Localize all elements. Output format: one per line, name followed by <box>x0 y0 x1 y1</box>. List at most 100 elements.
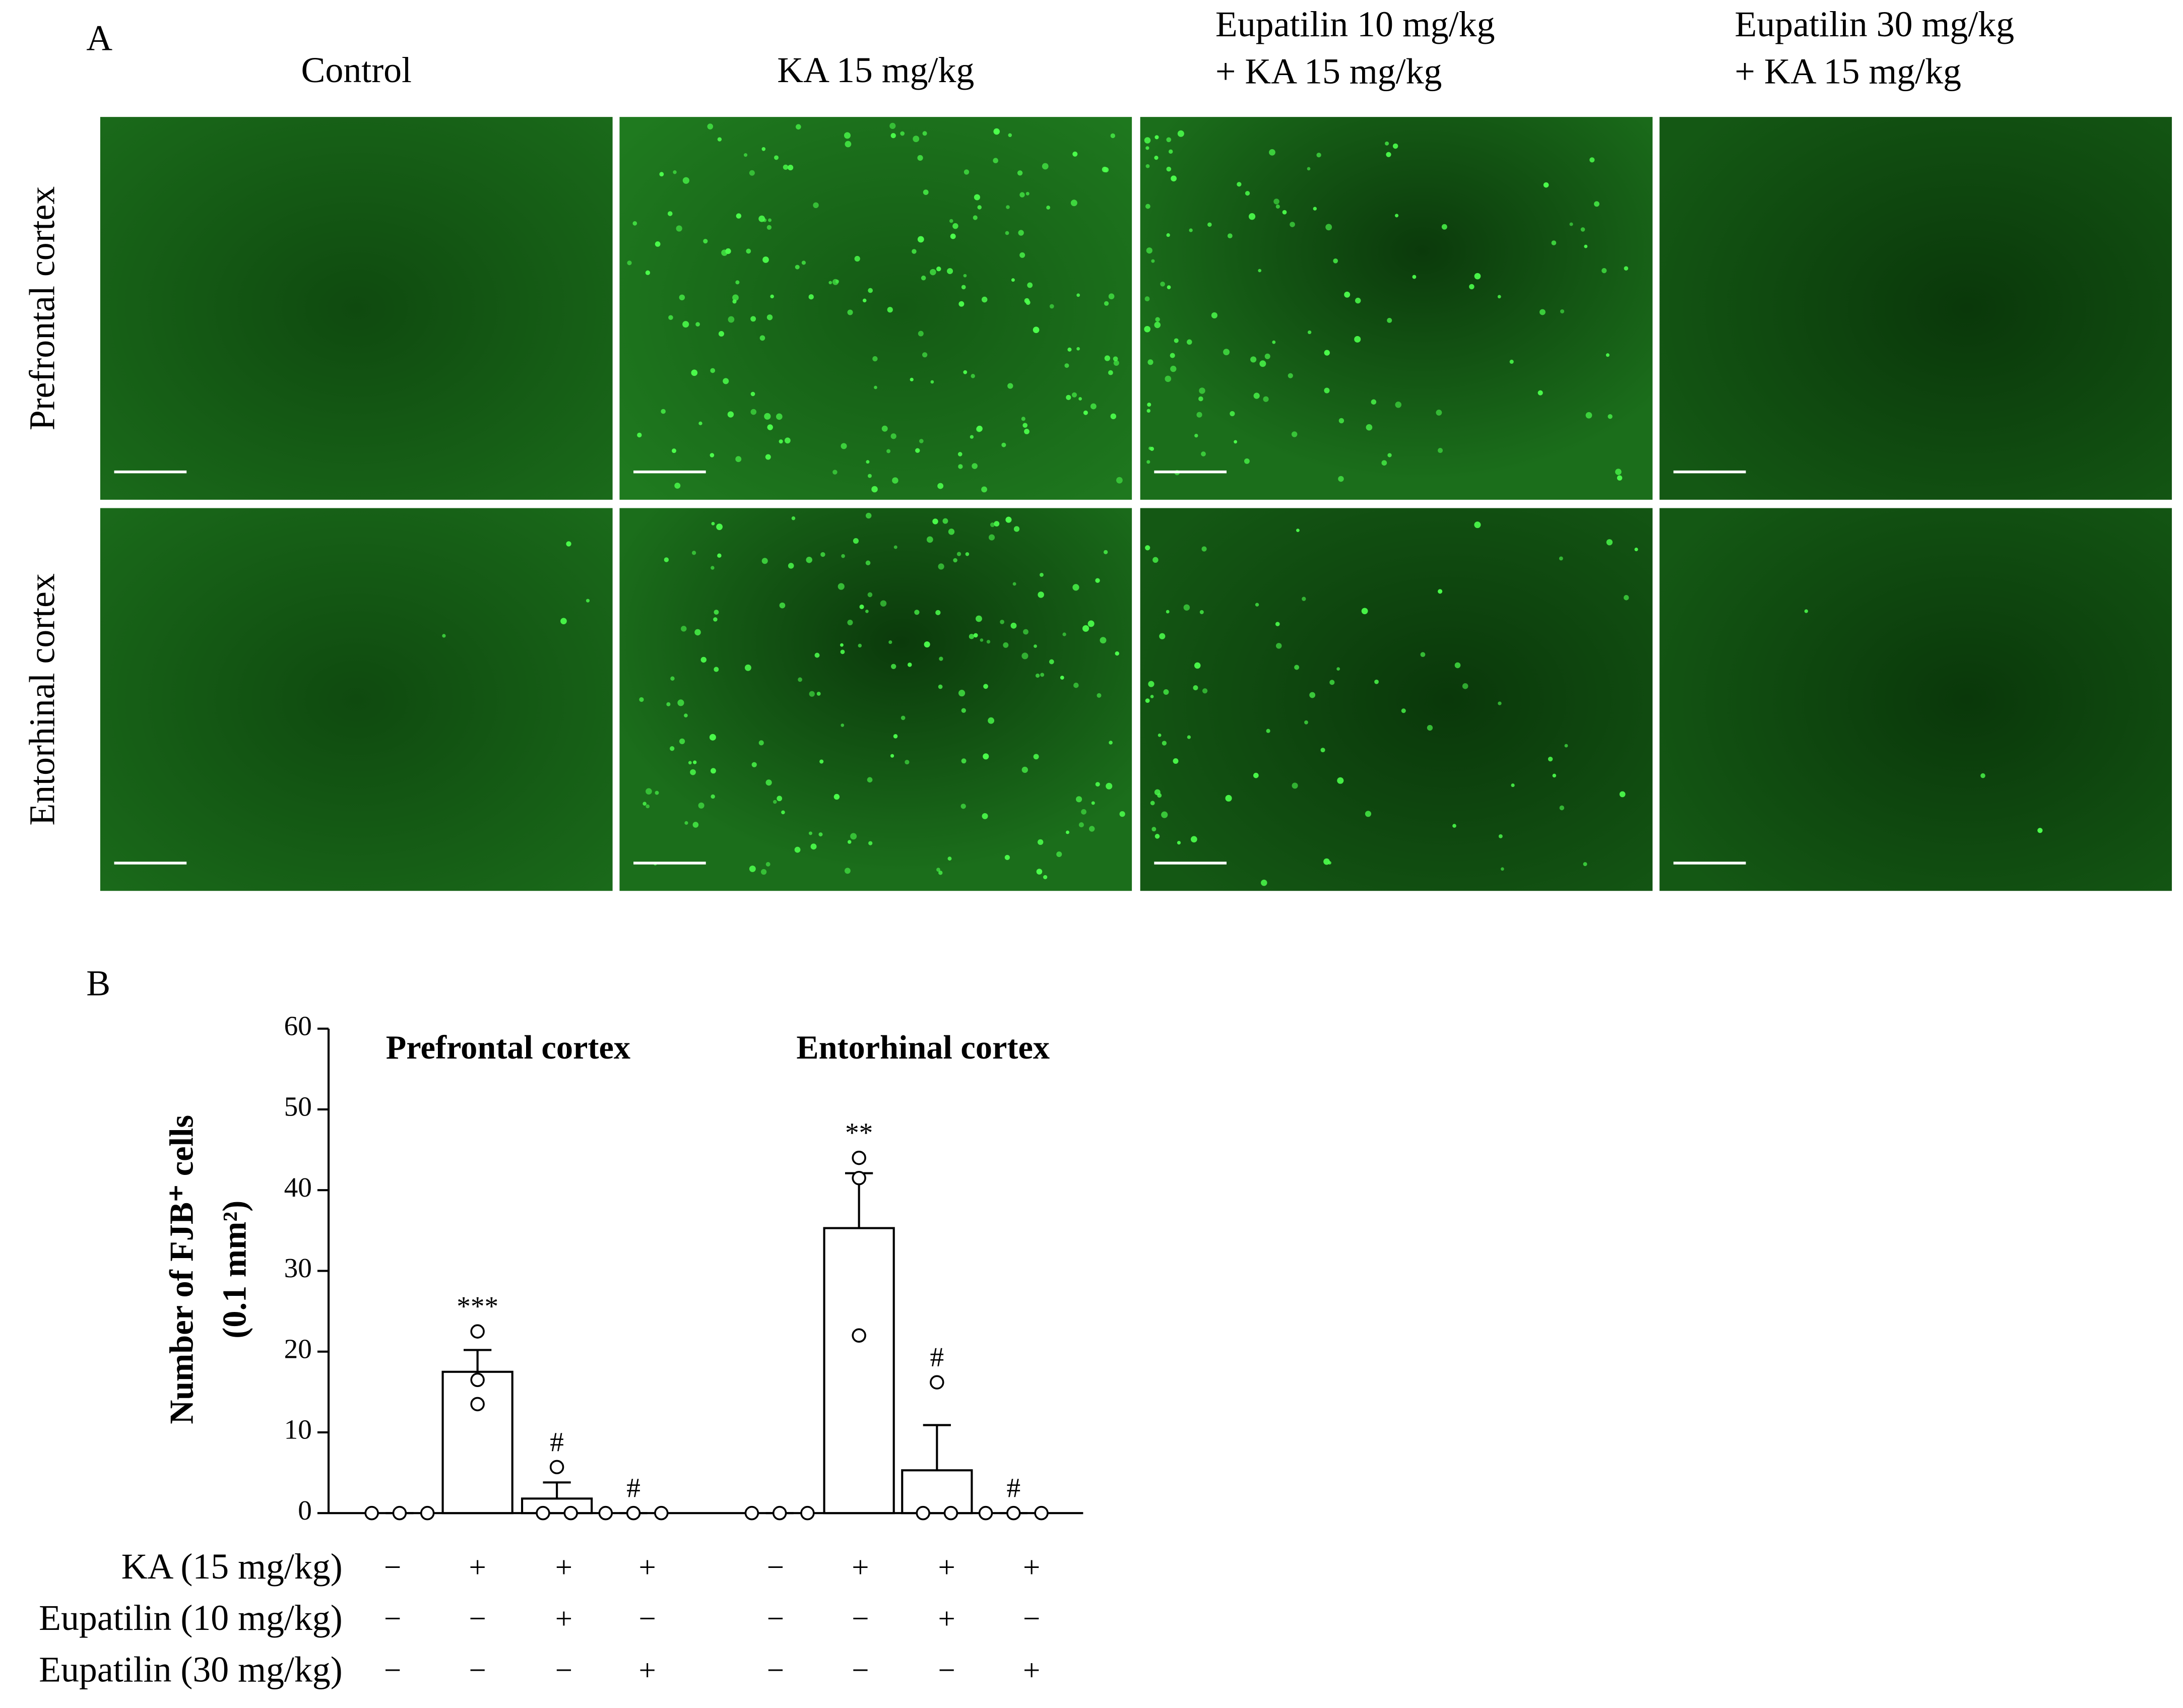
cell-speckle <box>880 600 887 607</box>
cell-speckle <box>1304 720 1308 725</box>
cell-speckle <box>893 734 898 739</box>
cell-speckle <box>892 477 898 484</box>
cell-speckle <box>1548 756 1553 762</box>
treatment-sign: + <box>639 1654 656 1687</box>
cell-speckle <box>1060 676 1064 680</box>
cell-speckle <box>958 464 963 469</box>
cell-speckle <box>947 268 953 275</box>
cell-speckle <box>1116 477 1123 484</box>
cell-speckle <box>930 269 936 276</box>
cell-speckle <box>711 768 716 774</box>
cell-speckle <box>1173 758 1179 764</box>
cell-speckle <box>1427 725 1433 731</box>
cell-speckle <box>627 260 632 266</box>
cell-speckle <box>1619 791 1626 798</box>
cell-speckle <box>910 377 914 381</box>
cell-speckle <box>716 523 723 531</box>
cell-speckle <box>1066 830 1069 834</box>
data-point <box>772 1505 787 1521</box>
cell-speckle <box>922 352 928 358</box>
cell-speckle <box>907 663 912 667</box>
cell-speckle <box>788 165 794 171</box>
cell-speckle <box>1036 869 1043 875</box>
cell-speckle <box>765 862 771 867</box>
cell-speckle <box>1307 330 1312 335</box>
cell-speckle <box>1253 772 1259 778</box>
cell-speckle <box>645 270 651 275</box>
cell-speckle <box>924 641 930 648</box>
cell-speckle <box>1104 355 1111 361</box>
cell-speckle <box>773 800 777 804</box>
cell-speckle <box>1150 695 1154 698</box>
cell-speckle <box>948 529 955 535</box>
cell-speckle <box>1387 317 1392 323</box>
cell-speckle <box>1324 387 1330 393</box>
cell-speckle <box>1108 370 1113 375</box>
cell-speckle <box>1199 387 1205 394</box>
cell-speckle <box>841 554 845 558</box>
cell-speckle <box>732 294 739 301</box>
cell-speckle <box>1025 300 1031 305</box>
treatment-sign: + <box>1023 1654 1040 1687</box>
cell-speckle <box>1102 166 1108 172</box>
cell-speckle <box>1160 281 1165 287</box>
cell-speckle <box>952 223 958 229</box>
cell-speckle <box>950 233 956 239</box>
cell-speckle <box>643 802 647 806</box>
cell-speckle <box>1244 458 1250 464</box>
cell-speckle <box>1152 557 1159 563</box>
cell-speckle <box>442 634 446 638</box>
cell-speckle <box>1201 546 1207 552</box>
cell-speckle <box>1452 824 1456 828</box>
cell-speckle <box>1144 137 1151 144</box>
cell-speckle <box>1145 146 1149 150</box>
cell-speckle <box>905 760 910 765</box>
cell-speckle <box>961 758 967 764</box>
cell-speckle <box>709 734 716 741</box>
cell-speckle <box>1438 589 1443 594</box>
cell-speckle <box>783 164 789 170</box>
cell-speckle <box>1564 744 1568 748</box>
cell-speckle <box>1147 359 1153 365</box>
cell-speckle <box>1144 325 1151 333</box>
cell-speckle <box>806 556 812 563</box>
cell-speckle <box>711 566 715 570</box>
cell-speckle <box>765 779 772 786</box>
cell-speckle <box>853 538 859 544</box>
cell-speckle <box>1100 637 1107 644</box>
cell-speckle <box>728 316 735 323</box>
cell-speckle <box>972 463 978 469</box>
cell-speckle <box>983 753 989 760</box>
cell-speckle <box>1177 840 1181 845</box>
cell-speckle <box>1161 811 1168 818</box>
micrograph-background <box>100 508 613 891</box>
cell-speckle <box>1634 547 1638 552</box>
cell-speckle <box>1025 191 1030 195</box>
cell-speckle <box>840 649 845 654</box>
cell-speckle <box>976 615 982 622</box>
cell-speckle <box>1462 683 1468 689</box>
y-tick-label: 30 <box>284 1253 312 1283</box>
cell-speckle <box>963 370 968 374</box>
data-point <box>536 1505 550 1521</box>
cell-speckle <box>664 557 669 562</box>
cell-speckle <box>713 617 718 622</box>
cell-speckle <box>1145 164 1150 168</box>
cell-speckle <box>698 802 704 809</box>
cell-speckle <box>1000 620 1004 624</box>
data-point <box>1034 1505 1049 1521</box>
cell-speckle <box>936 868 940 872</box>
cell-speckle <box>693 760 697 764</box>
cell-speckle <box>682 177 689 184</box>
cell-speckle <box>1145 204 1150 209</box>
bar <box>901 1469 973 1515</box>
cell-speckle <box>1583 862 1587 867</box>
cell-speckle <box>1569 222 1573 226</box>
cell-speckle <box>684 713 688 717</box>
treatment-sign: + <box>938 1550 955 1584</box>
cell-speckle <box>798 677 802 682</box>
micrograph <box>1659 117 2172 500</box>
cell-speckle <box>1151 259 1155 263</box>
treatment-sign: − <box>767 1654 784 1687</box>
cell-speckle <box>1253 392 1260 399</box>
